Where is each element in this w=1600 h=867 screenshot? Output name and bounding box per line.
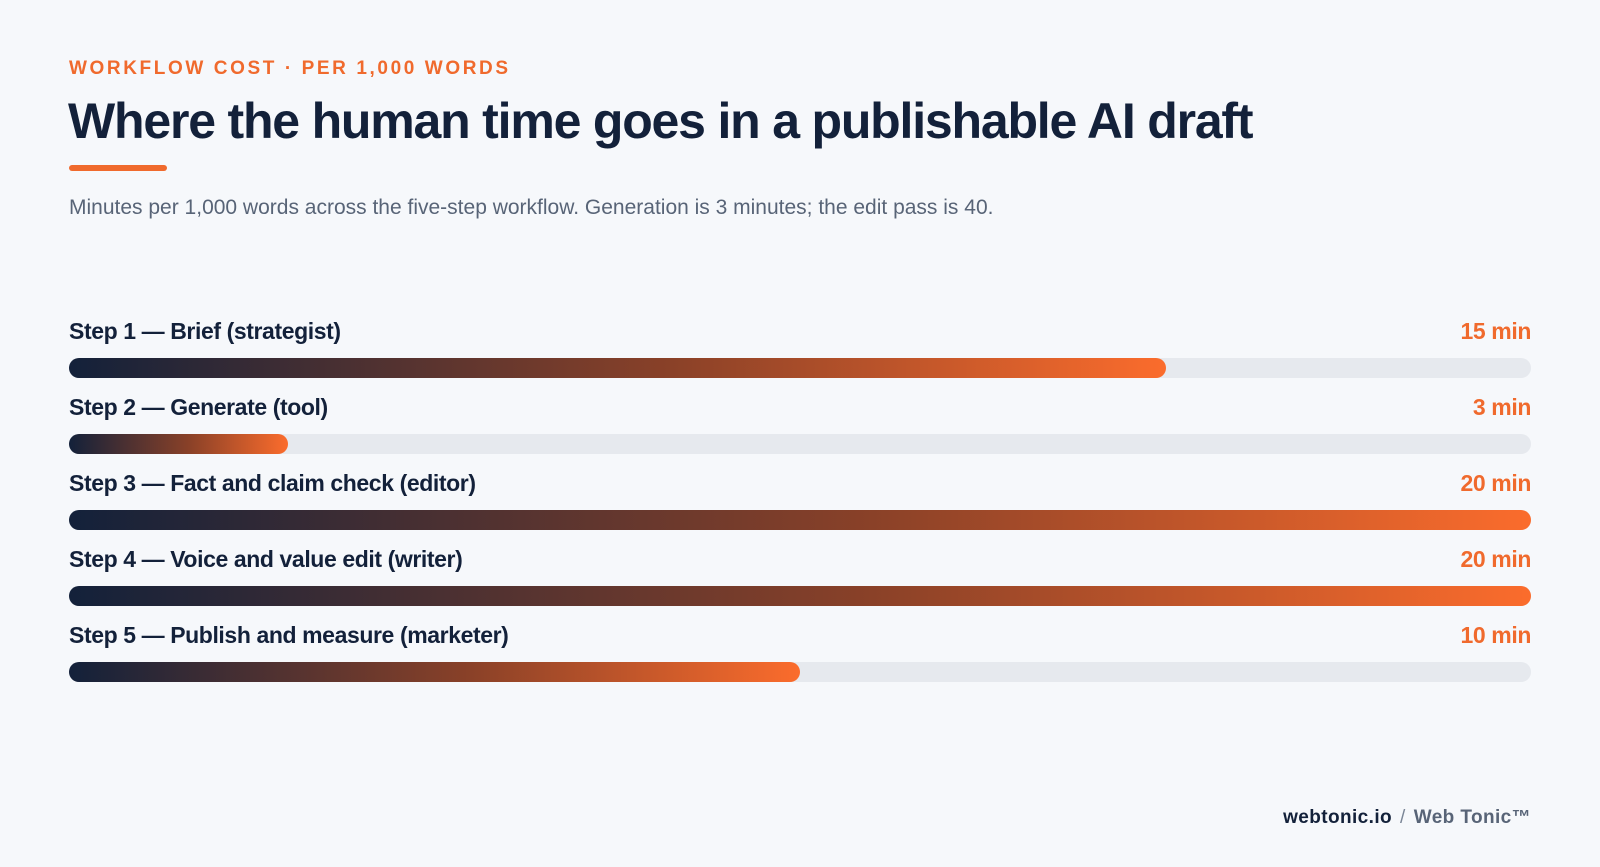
bar: [69, 586, 1531, 606]
bar-label: Step 2 — Generate (tool): [69, 394, 328, 420]
footer: webtonic.io / Web Tonic™: [1283, 807, 1531, 829]
bar-track: [69, 434, 1531, 454]
bar-track: [69, 358, 1531, 378]
bar: [69, 434, 288, 454]
bar-row: Step 4 — Voice and value edit (writer) 20…: [69, 546, 1531, 616]
bar-track: [69, 510, 1531, 530]
subtitle: Minutes per 1,000 words across the five-…: [69, 196, 994, 219]
bar-row: Step 3 — Fact and claim check (editor) 20…: [69, 470, 1531, 540]
bar-value-label: 10 min: [1460, 622, 1532, 648]
footer-domain: webtonic.io: [1283, 807, 1393, 828]
footer-separator: /: [1400, 807, 1406, 828]
bar-label: Step 1 — Brief (strategist): [69, 318, 341, 344]
bar-value-label: 3 min: [1472, 394, 1531, 420]
bar-label: Step 5 — Publish and measure (marketer): [69, 622, 509, 648]
bar: [69, 510, 1531, 530]
bar-row: Step 2 — Generate (tool) 3 min: [69, 394, 1531, 464]
page-title: Where the human time goes in a publishab…: [68, 93, 1254, 149]
bar-value-label: 15 min: [1460, 318, 1532, 344]
bar: [69, 662, 800, 682]
bar-label: Step 3 — Fact and claim check (editor): [69, 470, 476, 496]
bar: [69, 358, 1166, 378]
bar-track: [69, 662, 1531, 682]
eyebrow: WORKFLOW COST · PER 1,000 WORDS: [69, 58, 511, 79]
footer-brand: Web Tonic™: [1413, 807, 1531, 828]
bar-value-label: 20 min: [1460, 546, 1532, 572]
accent-rule: [69, 165, 167, 171]
bar-label: Step 4 — Voice and value edit (writer): [69, 546, 463, 572]
bar-row: Step 5 — Publish and measure (marketer) 1…: [69, 622, 1531, 692]
bar-value-label: 20 min: [1460, 470, 1532, 496]
bar-row: Step 1 — Brief (strategist) 15 min: [69, 318, 1531, 388]
bar-track: [69, 586, 1531, 606]
